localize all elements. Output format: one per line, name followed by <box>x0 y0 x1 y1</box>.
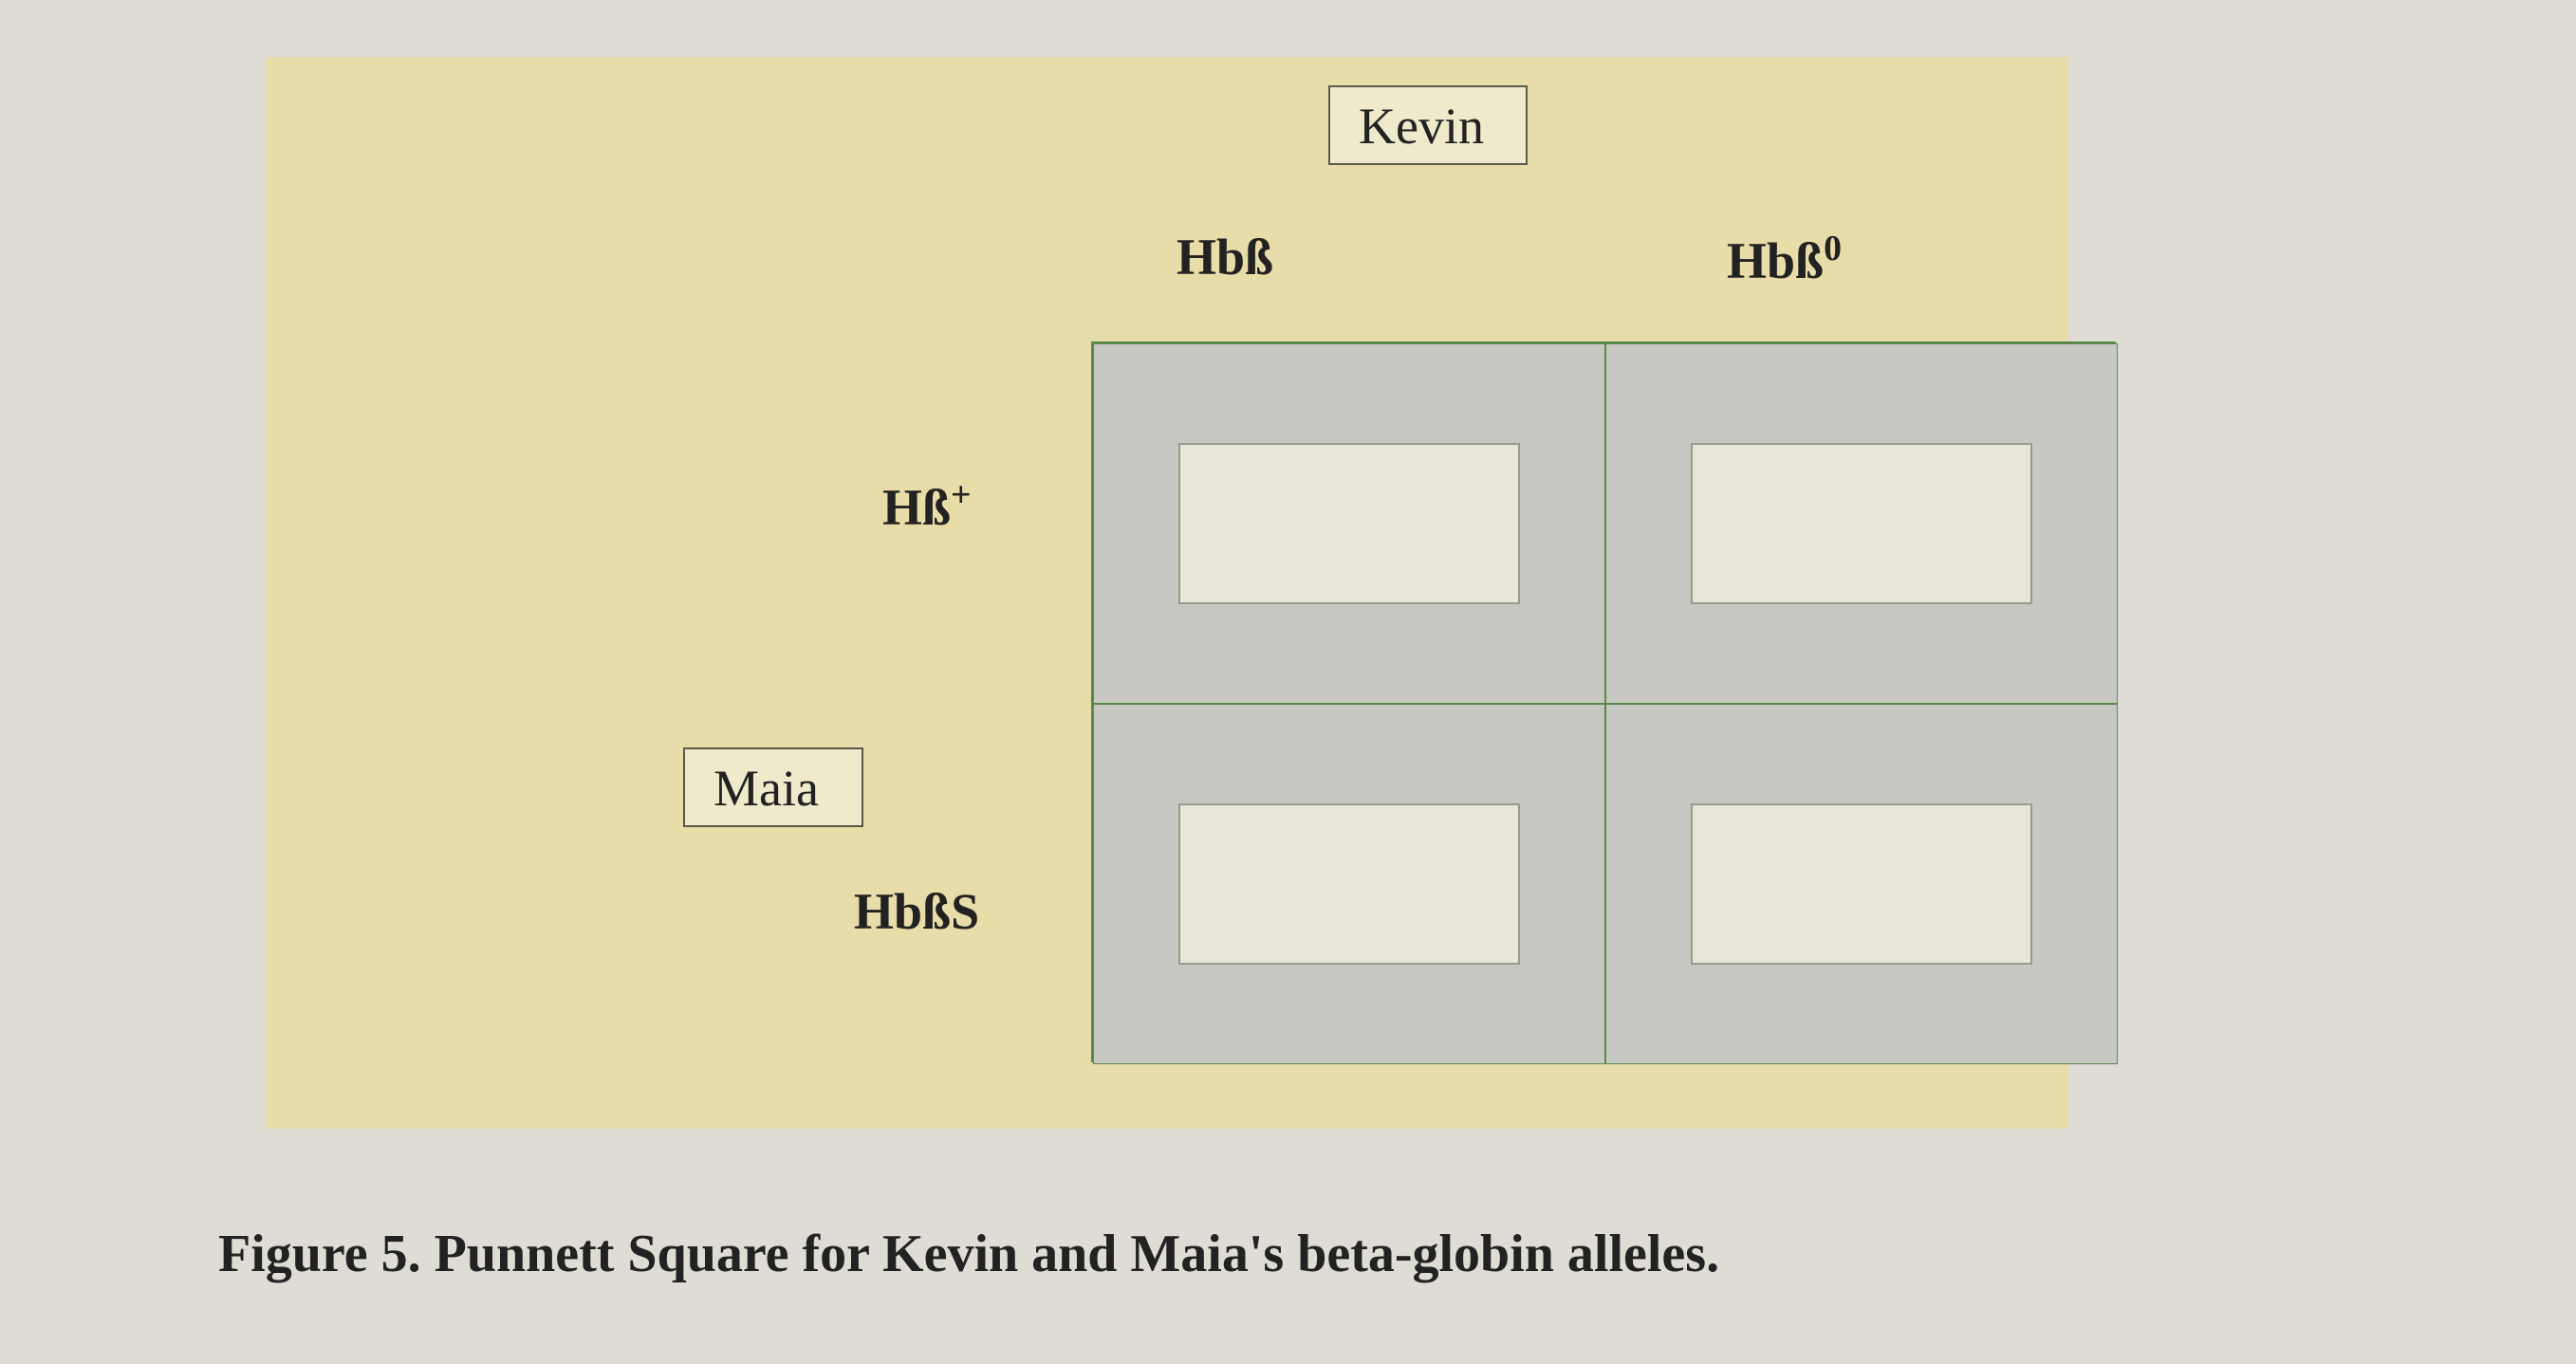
grid-cell-1-0 <box>1093 704 1605 1064</box>
offspring-box-1-0[interactable] <box>1178 803 1520 965</box>
grid-cell-0-1 <box>1605 343 2118 704</box>
top-allele-0: Hbß <box>1177 228 1273 286</box>
page-root: Kevin Hbß Hbß0 Maia Hß+ HbßS Figure 5. Punnet… <box>0 0 2576 1364</box>
grid-cell-0-0 <box>1093 343 1605 704</box>
offspring-box-0-1[interactable] <box>1691 443 2032 604</box>
parent-left-label: Maia <box>683 747 863 827</box>
offspring-box-1-1[interactable] <box>1691 803 2032 965</box>
figure-caption: Figure 5. Punnett Square for Kevin and M… <box>218 1224 1719 1284</box>
top-allele-1: Hbß0 <box>1727 228 1842 290</box>
left-allele-0: Hß+ <box>882 474 972 537</box>
left-allele-1: HbßS <box>854 882 979 941</box>
offspring-box-0-0[interactable] <box>1178 443 1520 604</box>
figure-area: Kevin Hbß Hbß0 Maia Hß+ HbßS <box>266 57 2068 1129</box>
punnett-grid <box>1091 341 2116 1062</box>
parent-top-label: Kevin <box>1328 85 1528 165</box>
grid-cell-1-1 <box>1605 704 2118 1064</box>
